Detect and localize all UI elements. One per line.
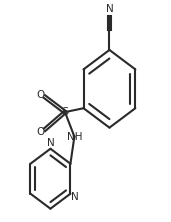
Text: S: S <box>61 107 69 117</box>
Text: N: N <box>106 4 113 14</box>
Text: N: N <box>71 192 78 202</box>
Text: O: O <box>37 127 45 137</box>
Text: O: O <box>37 90 45 100</box>
Text: NH: NH <box>67 131 82 142</box>
Text: N: N <box>47 137 54 148</box>
